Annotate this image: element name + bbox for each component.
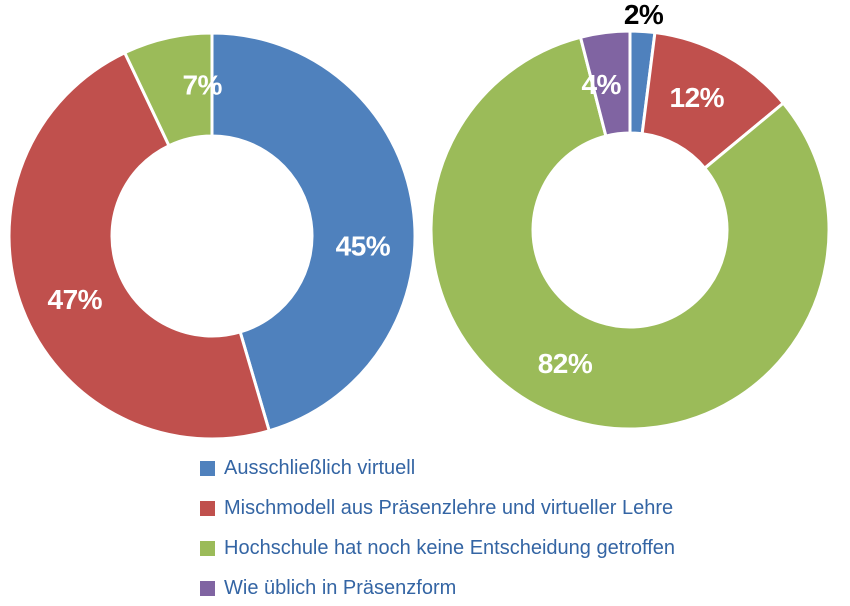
left-donut-slice-2 [123,31,214,148]
left-donut-slice-0 [210,31,417,433]
legend-label-mixed-model: Mischmodell aus Präsenzlehre und virtuel… [224,497,674,519]
right-donut-label-0: 2% [624,0,664,30]
legend-label-virtual: Ausschließlich virtuell [224,457,416,479]
legend-item-mixed-model: Mischmodell aus Präsenzlehre und virtuel… [200,488,675,528]
legend-label-no-decision: Hochschule hat noch keine Entscheidung g… [224,537,676,559]
donut-chart-left: 45% 47% 7% [7,31,417,441]
legend-swatch-blue [200,460,215,476]
legend-item-presence: Wie üblich in Präsenzform [200,568,675,606]
left-donut-label-2: 7% [182,70,222,101]
legend-item-no-decision: Hochschule hat noch keine Entscheidung g… [200,528,675,568]
legend-item-virtual: Ausschließlich virtuell [200,448,675,488]
left-donut-label-1: 47% [48,284,103,315]
right-donut-label-1: 12% [670,82,725,113]
donut-chart-right: 2% 12% 82% 4% [429,0,831,431]
right-donut-label-2: 82% [538,348,593,379]
right-donut-slice-2 [429,35,831,431]
legend-label-presence: Wie üblich in Präsenzform [224,577,457,599]
right-donut-label-3: 4% [581,69,621,100]
legend-swatch-green [200,540,215,556]
left-donut-slice-1 [7,51,271,441]
right-donut-slice-3 [579,29,632,138]
chart-legend: Ausschließlich virtuell Mischmodell aus … [200,448,675,606]
legend-swatch-red [200,500,215,516]
legend-swatch-purple [200,580,215,596]
donut-charts: 45% 47% 7% 2% 12% 82% 4% [7,0,831,441]
left-donut-label-0: 45% [336,231,391,262]
